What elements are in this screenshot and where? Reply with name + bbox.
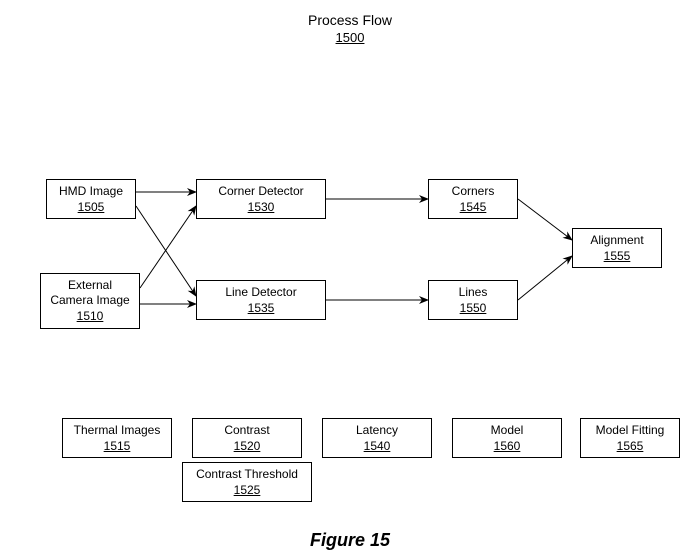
node-label: Model Fitting (596, 423, 665, 437)
node-corner: Corner Detector 1530 (196, 179, 326, 219)
node-label: Corner Detector (218, 184, 303, 198)
node-number: 1545 (460, 200, 487, 214)
node-number: 1550 (460, 301, 487, 315)
node-number: 1505 (78, 200, 105, 214)
title-label: Process Flow (0, 12, 700, 28)
node-number: 1525 (234, 483, 261, 497)
node-label: Model (491, 423, 524, 437)
node-number: 1530 (248, 200, 275, 214)
node-number: 1520 (234, 439, 261, 453)
node-align: Alignment 1555 (572, 228, 662, 268)
node-label: External Camera Image (45, 278, 135, 307)
edge-corners-align (518, 199, 572, 240)
node-contrast: Contrast 1520 (192, 418, 302, 458)
node-model: Model 1560 (452, 418, 562, 458)
edge-lines-align (518, 256, 572, 300)
node-number: 1515 (104, 439, 131, 453)
node-label: Contrast (224, 423, 269, 437)
edge-hmd-line (136, 206, 196, 296)
node-label: Latency (356, 423, 398, 437)
node-cthresh: Contrast Threshold 1525 (182, 462, 312, 502)
node-corners: Corners 1545 (428, 179, 518, 219)
diagram-canvas: Process Flow 1500 HMD Image 1505 External … (0, 0, 700, 558)
figure-caption: Figure 15 (0, 530, 700, 551)
node-label: Corners (452, 184, 495, 198)
node-line: Line Detector 1535 (196, 280, 326, 320)
edge-ext-corner (140, 206, 196, 288)
node-mfit: Model Fitting 1565 (580, 418, 680, 458)
node-number: 1555 (604, 249, 631, 263)
node-latency: Latency 1540 (322, 418, 432, 458)
node-number: 1565 (617, 439, 644, 453)
node-hmd: HMD Image 1505 (46, 179, 136, 219)
node-label: Contrast Threshold (196, 467, 298, 481)
node-label: Line Detector (225, 285, 296, 299)
node-label: Alignment (590, 233, 643, 247)
node-number: 1510 (77, 309, 104, 323)
title-number: 1500 (0, 30, 700, 45)
node-label: Thermal Images (74, 423, 161, 437)
node-label: HMD Image (59, 184, 123, 198)
node-label: Lines (459, 285, 488, 299)
node-number: 1540 (364, 439, 391, 453)
node-lines: Lines 1550 (428, 280, 518, 320)
node-number: 1560 (494, 439, 521, 453)
diagram-title: Process Flow 1500 (0, 12, 700, 45)
node-number: 1535 (248, 301, 275, 315)
node-thermal: Thermal Images 1515 (62, 418, 172, 458)
node-ext: External Camera Image 1510 (40, 273, 140, 329)
